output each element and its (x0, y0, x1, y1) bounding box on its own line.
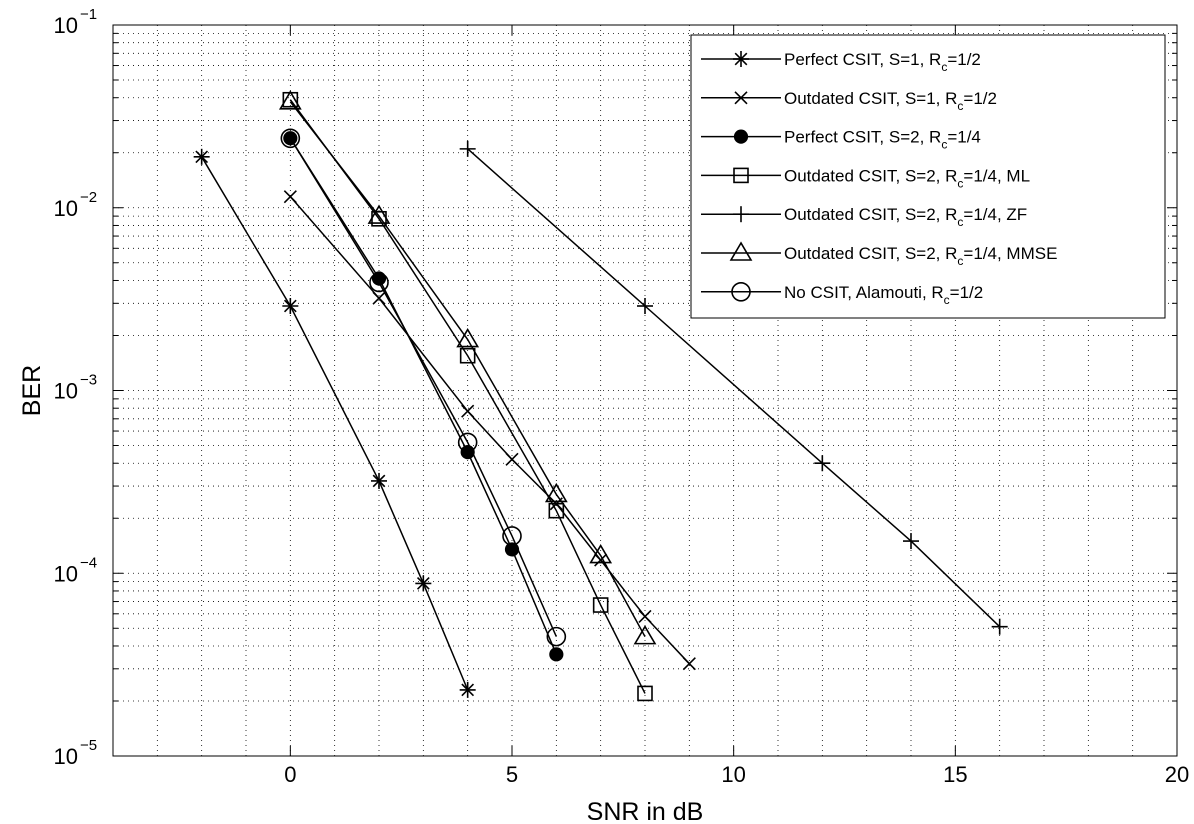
data-point (729, 241, 753, 261)
y-tick-label: 10 −2 (54, 189, 98, 221)
data-point (544, 482, 568, 503)
legend-box (690, 34, 1166, 319)
data-point (459, 681, 476, 698)
legend-entry: Outdated CSIT, S=1, Rc=1/2 (701, 89, 997, 113)
data-point (991, 618, 1008, 635)
data-point (280, 128, 301, 149)
data-point (589, 543, 613, 564)
series-markers-5 (459, 140, 1008, 635)
data-point (371, 271, 387, 286)
x-tick-label: 0 (284, 762, 296, 787)
data-point (548, 502, 565, 519)
series-markers (193, 90, 1008, 702)
data-point (459, 140, 476, 157)
series-line-2 (289, 196, 690, 665)
legend-entry: Outdated CSIT, S=2, Rc=1/4, MMSE (701, 241, 1057, 268)
data-point (731, 281, 751, 302)
x-tick-label: 20 (1165, 762, 1189, 787)
data-point (637, 685, 653, 702)
legend-label: Outdated CSIT, S=2, Rc=1/4, ZF (784, 205, 1027, 229)
y-tick-label-base: 10 (54, 744, 78, 769)
data-point (459, 347, 476, 364)
y-tick-label-exponent: −4 (80, 554, 97, 571)
legend-entry: Perfect CSIT, S=1, Rc=1/2 (701, 50, 981, 74)
x-tick-labels: 0 5 10 15 20 (284, 762, 1189, 787)
data-point (546, 626, 567, 647)
y-tick-label: 10 −4 (54, 554, 98, 586)
data-point (369, 272, 389, 293)
y-tick-label-exponent: −1 (80, 6, 97, 23)
data-point (682, 657, 696, 671)
data-point (594, 553, 608, 567)
data-point (633, 625, 657, 645)
legend: Perfect CSIT, S=1, Rc=1/2 Outdated CSIT, … (690, 34, 1166, 319)
y-tick-label-exponent: −3 (80, 372, 97, 389)
data-point (734, 91, 748, 105)
series-markers-6 (278, 90, 657, 645)
x-tick-label: 5 (506, 762, 518, 787)
data-point (371, 472, 387, 489)
data-point (456, 327, 480, 348)
data-point (638, 609, 652, 624)
legend-label: Perfect CSIT, S=2, Rc=1/4 (784, 128, 981, 152)
data-point (814, 455, 831, 472)
series-markers-7 (280, 128, 567, 647)
series-markers-2 (283, 190, 696, 671)
data-point (372, 291, 386, 305)
data-point (733, 51, 749, 67)
data-point (193, 148, 210, 165)
y-tick-label: 10 −5 (54, 737, 98, 769)
data-point (504, 542, 520, 557)
legend-entry: Perfect CSIT, S=2, Rc=1/4 (701, 128, 981, 152)
data-point (505, 452, 519, 466)
legend-label: Outdated CSIT, S=2, Rc=1/4, ML (784, 166, 1030, 190)
data-point (592, 597, 609, 613)
y-tick-label-exponent: −2 (80, 189, 97, 206)
data-point (283, 131, 298, 146)
x-axis-label: SNR in dB (587, 798, 704, 824)
y-tick-label-base: 10 (54, 379, 78, 404)
grid (113, 25, 1177, 756)
y-tick-label-base: 10 (54, 561, 78, 586)
series-markers-1 (193, 148, 476, 698)
axis-ticks (113, 25, 1178, 757)
data-point (367, 204, 391, 224)
legend-entry: Outdated CSIT, S=2, Rc=1/4, ZF (701, 205, 1027, 229)
y-tick-label-exponent: −5 (80, 737, 97, 754)
legend-label: Perfect CSIT, S=1, Rc=1/2 (784, 50, 981, 74)
legend-label: No CSIT, Alamouti, Rc=1/2 (784, 283, 983, 307)
y-axis-label: BER (18, 365, 46, 416)
series-line-6 (289, 101, 646, 637)
x-tick-label: 10 (721, 762, 745, 787)
data-point (461, 404, 475, 418)
data-point (733, 129, 749, 144)
legend-entry: Outdated CSIT, S=2, Rc=1/4, ML (701, 166, 1030, 190)
data-point (733, 167, 749, 184)
x-tick-label: 15 (943, 762, 967, 787)
data-point (637, 297, 653, 314)
data-point (733, 206, 749, 223)
data-point (457, 432, 478, 453)
series-line-4 (289, 99, 646, 694)
legend-entry: No CSIT, Alamouti, Rc=1/2 (701, 281, 983, 307)
data-point (903, 533, 919, 550)
data-point (282, 297, 299, 314)
y-tick-label: 10 −1 (54, 6, 98, 38)
y-tick-label-base: 10 (54, 13, 78, 38)
y-tick-label-base: 10 (54, 196, 78, 221)
data-point (549, 647, 564, 662)
legend-label: Outdated CSIT, S=2, Rc=1/4, MMSE (784, 244, 1057, 268)
y-tick-label: 10 −3 (54, 372, 98, 404)
data-point (415, 575, 432, 592)
data-point (283, 190, 297, 204)
series-line-7 (289, 137, 558, 637)
data-point (278, 90, 302, 110)
legend-label: Outdated CSIT, S=1, Rc=1/2 (784, 89, 997, 113)
y-tick-labels: 10−510−410−310−210−1 (54, 6, 98, 769)
data-point (502, 526, 522, 546)
